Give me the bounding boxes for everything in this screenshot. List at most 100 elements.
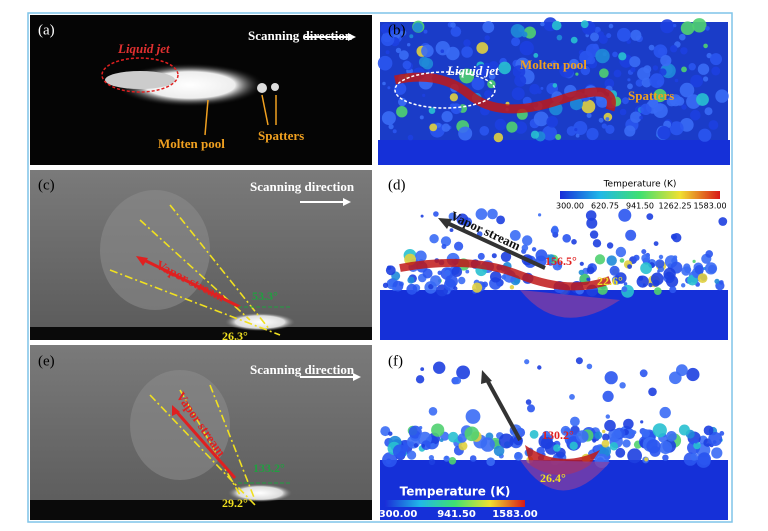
particle — [653, 241, 659, 247]
particle — [472, 282, 483, 293]
colorbar-tick-label: 1583.00 — [492, 509, 538, 520]
particle — [431, 423, 445, 437]
particle — [511, 87, 525, 101]
particle — [708, 432, 723, 446]
annotation: 22.6° — [597, 274, 623, 288]
particle — [580, 65, 591, 76]
particle — [457, 433, 467, 443]
arrow-head — [136, 256, 148, 266]
particle — [589, 230, 599, 239]
particle — [413, 443, 419, 448]
particle — [595, 48, 610, 64]
particle — [653, 44, 668, 59]
particle — [382, 81, 386, 86]
particle — [696, 93, 709, 106]
plume — [130, 370, 230, 480]
particle — [606, 255, 617, 266]
particle — [519, 40, 534, 56]
particle — [615, 246, 627, 258]
particle — [570, 416, 580, 427]
guide-line — [149, 384, 256, 506]
particle — [627, 264, 632, 269]
particle — [688, 62, 696, 71]
particle — [590, 32, 599, 42]
particle — [679, 82, 695, 98]
particle — [641, 249, 647, 255]
particle — [719, 280, 724, 285]
particle — [443, 455, 450, 462]
particle — [429, 123, 438, 132]
particle — [421, 44, 434, 58]
particle — [622, 439, 631, 448]
arrow-head — [438, 218, 452, 229]
particle — [640, 262, 652, 275]
particle — [653, 103, 668, 118]
particle — [718, 284, 722, 289]
particle — [594, 254, 606, 265]
particle — [652, 65, 659, 71]
particle — [522, 235, 533, 246]
particle — [624, 125, 636, 137]
particle — [491, 253, 497, 259]
particle — [400, 27, 405, 32]
particle — [681, 283, 686, 288]
particle — [639, 283, 643, 287]
particle — [514, 452, 522, 459]
annotation: 26.3° — [222, 329, 248, 343]
particle — [669, 371, 682, 385]
particle — [694, 265, 704, 275]
particle — [430, 275, 442, 287]
particle — [575, 72, 579, 76]
particle — [387, 86, 391, 90]
particle — [407, 134, 414, 141]
particle — [456, 365, 470, 380]
particle — [510, 24, 525, 38]
particle — [697, 63, 710, 75]
arrow-head — [353, 373, 361, 381]
particle — [450, 103, 462, 115]
particle — [441, 123, 451, 132]
particle — [606, 33, 612, 39]
particle — [703, 76, 709, 82]
particle — [444, 269, 451, 276]
particle — [697, 273, 708, 283]
particle — [621, 97, 629, 105]
annotation: Scanning direction — [250, 362, 355, 377]
particle — [594, 431, 603, 440]
spatter — [271, 83, 279, 91]
arrow — [173, 409, 237, 479]
particle — [381, 111, 396, 126]
arrow-head — [481, 370, 492, 384]
particle — [530, 130, 540, 139]
particle — [542, 125, 557, 141]
panel-label: (c) — [38, 177, 55, 193]
particle — [693, 439, 698, 444]
annotation: 29.2° — [222, 496, 248, 510]
particle — [392, 129, 397, 134]
particle — [666, 431, 677, 442]
annotation: 53.3° — [252, 289, 278, 303]
particle — [533, 111, 549, 127]
particle — [605, 117, 610, 121]
particle — [681, 66, 687, 73]
annotation: 133.2° — [253, 461, 285, 475]
particle — [612, 51, 618, 58]
particle — [529, 83, 540, 95]
particle — [542, 430, 551, 439]
particle — [564, 427, 571, 435]
colorbar-tick-label: 941.50 — [626, 202, 654, 211]
particle — [559, 63, 574, 78]
particle — [395, 47, 402, 54]
particle — [509, 230, 521, 241]
particle — [703, 43, 708, 49]
particle — [602, 429, 606, 434]
particle — [420, 367, 425, 371]
annotation: Spatters — [258, 128, 304, 143]
particle — [433, 361, 446, 374]
annotation: 130.2° — [542, 428, 574, 442]
particle — [602, 433, 610, 441]
particle — [698, 128, 712, 142]
particle — [586, 127, 599, 141]
melt-flow — [394, 72, 616, 114]
particle — [592, 438, 597, 443]
